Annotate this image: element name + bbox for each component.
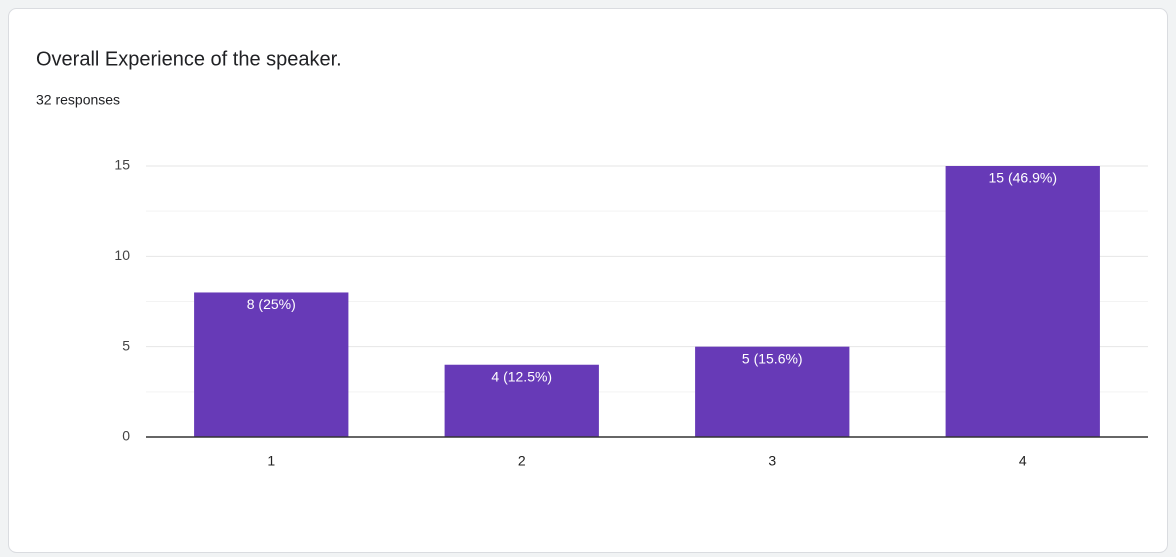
y-tick-label: 10	[114, 247, 130, 263]
y-tick-label: 0	[122, 428, 130, 444]
data-label: 15 (46.9%)	[989, 170, 1057, 186]
x-tick-label: 3	[768, 453, 776, 469]
data-label: 8 (25%)	[247, 296, 296, 312]
chart-title: Overall Experience of the speaker.	[36, 48, 342, 70]
x-tick-label: 1	[267, 453, 275, 469]
data-label: 4 (12.5%)	[491, 368, 552, 384]
bar	[945, 166, 1100, 437]
y-tick-label: 5	[122, 337, 130, 353]
bar	[194, 292, 349, 437]
y-tick-label: 15	[114, 157, 130, 173]
x-tick-label: 4	[1019, 453, 1027, 469]
x-tick-label: 2	[518, 453, 526, 469]
bar	[695, 346, 850, 437]
chart-subtitle: 32 responses	[36, 92, 120, 108]
data-label: 5 (15.6%)	[742, 350, 803, 366]
bar	[444, 364, 599, 437]
